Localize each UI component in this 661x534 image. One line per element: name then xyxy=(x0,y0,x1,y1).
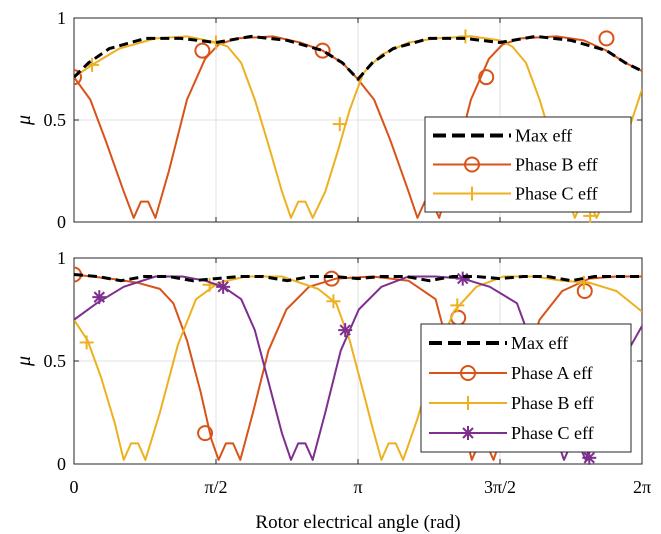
legend-item-phase-b-eff: Phase B eff xyxy=(429,393,594,413)
y-tick-label: 0.5 xyxy=(44,110,67,130)
legend: Max eff Phase A eff Phase B eff Phase C eff xyxy=(420,323,632,453)
legend-label: Max eff xyxy=(515,126,572,146)
marker-phase-c-eff xyxy=(216,279,231,294)
legend-box xyxy=(420,323,632,453)
series-line-max-eff xyxy=(74,273,642,283)
plot-panel-1: 0 0.5 1 μ Max eff Phase B eff Phase C eff xyxy=(13,8,643,232)
legend-item-max-eff: Max eff xyxy=(429,333,568,353)
marker-phase-b-eff xyxy=(576,275,591,290)
y-tick-label: 0.5 xyxy=(44,351,67,371)
y-tick-label: 1 xyxy=(57,248,66,268)
marker-phase-c-eff xyxy=(332,117,347,132)
y-tick-label: 0 xyxy=(57,212,66,232)
marker-phase-b-eff xyxy=(478,69,495,86)
legend-marker xyxy=(461,396,475,410)
marker-phase-c-eff xyxy=(92,290,107,305)
legend-label: Phase B eff xyxy=(515,155,598,175)
marker-phase-b-eff xyxy=(194,42,211,59)
legend-label: Phase C eff xyxy=(515,184,598,204)
x-tick-label: 2π xyxy=(633,477,651,497)
legend-label: Phase B eff xyxy=(511,393,594,413)
legend-marker xyxy=(465,186,479,201)
marker-phase-c-eff xyxy=(458,29,473,44)
series-line-phase-c-eff xyxy=(74,35,642,219)
legend-label: Phase C eff xyxy=(511,423,594,443)
x-tick-label: π xyxy=(353,477,362,497)
plot-panel-2: 0 0.5 1 0 π/2 π 3π/2 2π μ Rotor electrical angle … xyxy=(13,248,651,533)
legend-item-max-eff: Max eff xyxy=(433,126,572,146)
legend-marker xyxy=(461,426,475,440)
legend-item-phase-c-eff: Phase C eff xyxy=(429,423,594,443)
y-tick-label: 0 xyxy=(57,454,66,474)
legend-marker xyxy=(464,156,480,173)
legend: Max eff Phase B eff Phase C eff xyxy=(424,116,632,213)
marker-phase-b-eff xyxy=(598,30,615,47)
x-tick-label: 0 xyxy=(70,477,79,497)
x-tick-label: 3π/2 xyxy=(484,477,516,497)
marker-phase-c-eff xyxy=(338,323,353,338)
legend-item-phase-a-eff: Phase A eff xyxy=(429,363,593,383)
series-max-eff xyxy=(74,34,642,81)
legend-marker xyxy=(460,365,476,381)
series-max-eff xyxy=(74,273,642,283)
marker-phase-b-eff xyxy=(326,294,341,309)
legend-label: Max eff xyxy=(511,333,568,353)
y-axis-label: μ xyxy=(13,115,35,126)
y-axis-label: μ xyxy=(13,356,35,367)
marker-phase-b-eff xyxy=(74,69,82,86)
marker-phase-b-eff xyxy=(450,298,465,313)
x-tick-label: π/2 xyxy=(204,477,227,497)
y-tick-label: 1 xyxy=(57,8,66,28)
x-axis-label: Rotor electrical angle (rad) xyxy=(255,512,460,533)
marker-phase-b-eff xyxy=(79,335,94,350)
legend-item-phase-c-eff: Phase C eff xyxy=(433,184,598,204)
marker-phase-a-eff xyxy=(323,270,340,287)
marker-phase-b-eff xyxy=(314,42,331,59)
series-line-max-eff xyxy=(74,34,642,81)
marker-phase-c-eff xyxy=(455,271,470,286)
marker-phase-a-eff xyxy=(197,425,214,442)
legend-item-phase-b-eff: Phase B eff xyxy=(433,155,598,175)
marker-phase-c-eff xyxy=(582,450,597,465)
series-line-phase-b-eff xyxy=(74,275,642,461)
legend-label: Phase A eff xyxy=(511,363,593,383)
series-phase-b-eff xyxy=(74,275,642,461)
